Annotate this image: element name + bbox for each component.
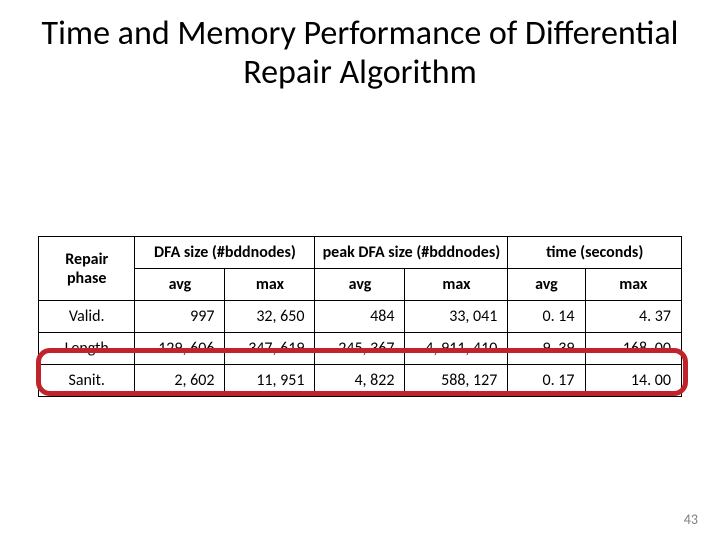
sub-2-max: max — [585, 269, 681, 301]
header-group-1: peak DFA size (#bddnodes) — [315, 237, 508, 269]
row-2-c3: 588, 127 — [405, 365, 508, 397]
row-0-c5: 4. 37 — [585, 301, 681, 333]
performance-table-wrap: Repair phase DFA size (#bddnodes) peak D… — [38, 236, 682, 397]
header-group-2: time (seconds) — [508, 237, 682, 269]
row-2-c2: 4, 822 — [315, 365, 405, 397]
performance-table: Repair phase DFA size (#bddnodes) peak D… — [38, 236, 682, 397]
row-1-c0: 129, 606 — [135, 333, 225, 365]
row-0-c3: 33, 041 — [405, 301, 508, 333]
sub-2-avg: avg — [508, 269, 585, 301]
row-1-c4: 9. 39 — [508, 333, 585, 365]
table-row: Valid. 997 32, 650 484 33, 041 0. 14 4. … — [39, 301, 682, 333]
row-1-c2: 245, 367 — [315, 333, 405, 365]
row-0-label: Valid. — [39, 301, 135, 333]
row-1-c5: 168. 00 — [585, 333, 681, 365]
slide-title: Time and Memory Performance of Different… — [40, 14, 680, 92]
header-row-1: Repair phase DFA size (#bddnodes) peak D… — [39, 237, 682, 269]
slide: Time and Memory Performance of Different… — [0, 0, 720, 540]
row-0-c4: 0. 14 — [508, 301, 585, 333]
row-1-c3: 4, 911, 410 — [405, 333, 508, 365]
header-repair-phase: Repair phase — [39, 237, 135, 301]
row-0-c1: 32, 650 — [225, 301, 315, 333]
table-body: Valid. 997 32, 650 484 33, 041 0. 14 4. … — [39, 301, 682, 397]
header-row-2: avg max avg max avg max — [39, 269, 682, 301]
table-row: Sanit. 2, 602 11, 951 4, 822 588, 127 0.… — [39, 365, 682, 397]
row-0-c2: 484 — [315, 301, 405, 333]
sub-0-avg: avg — [135, 269, 225, 301]
row-0-c0: 997 — [135, 301, 225, 333]
row-2-c1: 11, 951 — [225, 365, 315, 397]
sub-1-max: max — [405, 269, 508, 301]
sub-0-max: max — [225, 269, 315, 301]
row-2-c0: 2, 602 — [135, 365, 225, 397]
row-2-c4: 0. 17 — [508, 365, 585, 397]
row-1-label: Length — [39, 333, 135, 365]
page-number: 43 — [684, 511, 698, 528]
row-1-c1: 347, 619 — [225, 333, 315, 365]
header-group-0: DFA size (#bddnodes) — [135, 237, 315, 269]
table-head: Repair phase DFA size (#bddnodes) peak D… — [39, 237, 682, 301]
row-2-c5: 14. 00 — [585, 365, 681, 397]
row-2-label: Sanit. — [39, 365, 135, 397]
table-row: Length 129, 606 347, 619 245, 367 4, 911… — [39, 333, 682, 365]
sub-1-avg: avg — [315, 269, 405, 301]
